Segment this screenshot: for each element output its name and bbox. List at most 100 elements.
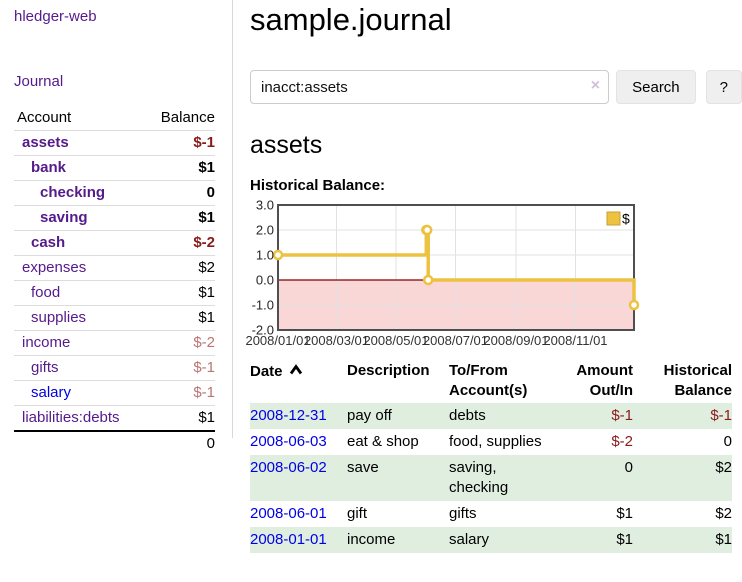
transaction-description: pay off <box>347 407 392 424</box>
svg-text:2.0: 2.0 <box>256 223 274 238</box>
register-row: 2008-01-01 income salary $1 $1 <box>250 527 732 553</box>
transaction-balance: $2 <box>715 505 732 522</box>
svg-text:0.0: 0.0 <box>256 273 274 288</box>
transaction-balance: $2 <box>715 459 732 476</box>
clear-search-icon[interactable]: × <box>590 77 601 94</box>
transaction-amount: 0 <box>624 459 633 476</box>
register-table-header: Date Description To/From Account(s) Amount … <box>250 359 732 403</box>
search-box: × <box>250 70 610 104</box>
sidebar-account-link[interactable]: supplies <box>31 309 87 326</box>
account-row: cash $-2 <box>14 230 215 256</box>
sidebar-item-journal[interactable]: Journal <box>14 73 64 90</box>
svg-text:1.0: 1.0 <box>256 248 274 263</box>
transaction-date-link[interactable]: 2008-06-01 <box>250 505 327 522</box>
account-balance: $2 <box>198 259 215 276</box>
account-row: assets $-1 <box>14 130 215 156</box>
transaction-date-link[interactable]: 2008-12-31 <box>250 407 327 424</box>
sidebar-account-link[interactable]: saving <box>40 209 88 226</box>
transaction-amount: $-1 <box>611 407 633 424</box>
svg-text:3.0: 3.0 <box>256 198 274 213</box>
account-row: salary $-1 <box>14 380 215 406</box>
register-header-2: To/From Account(s) <box>449 362 528 399</box>
account-row: checking 0 <box>14 180 215 206</box>
sidebar-account-link[interactable]: food <box>31 284 61 301</box>
transaction-amount: $1 <box>616 505 633 522</box>
sort-ascending-icon[interactable] <box>289 361 303 381</box>
account-balance: $1 <box>198 309 215 326</box>
svg-text:2008/07/01: 2008/07/01 <box>423 333 488 348</box>
register-row: 2008-06-02 save saving, checking 0 $2 <box>250 455 732 501</box>
account-row: saving $1 <box>14 205 215 231</box>
account-row: liabilities:debts $1 <box>14 405 215 432</box>
transaction-balance: $-1 <box>710 407 732 424</box>
transaction-accounts: saving, checking <box>449 459 509 496</box>
chart-title: Historical Balance: <box>250 177 386 194</box>
historical-balance-chart: $3.0 2.0 1.0 0.0 -1.0 -2.02008/01/012008/03/0… <box>245 198 640 348</box>
accounts-total-value: 0 <box>206 435 215 452</box>
account-balance: $1 <box>198 409 215 426</box>
sidebar-account-link[interactable]: liabilities:debts <box>22 409 120 426</box>
transaction-description: income <box>347 531 396 548</box>
main-content: sample.journal × Search ? assets Histori… <box>245 0 742 553</box>
page-title: sample.journal <box>250 2 452 37</box>
svg-text:2008/05/01: 2008/05/01 <box>363 333 428 348</box>
accounts-header-balance: Balance <box>160 109 215 126</box>
sidebar-account-link[interactable]: bank <box>31 159 67 176</box>
transaction-description: eat & shop <box>347 433 419 450</box>
svg-text:$: $ <box>622 211 630 227</box>
transaction-balance: $1 <box>715 531 732 548</box>
account-balance: $1 <box>198 284 215 301</box>
transaction-date-link[interactable]: 2008-06-02 <box>250 459 327 476</box>
sidebar-account-link[interactable]: cash <box>31 234 66 251</box>
svg-text:2008/11/01: 2008/11/01 <box>543 333 607 348</box>
app-title-link[interactable]: hledger-web <box>14 8 97 25</box>
register-table-body: 2008-12-31 pay off debts $-1 $-1 2008-06-03 ea… <box>250 403 732 553</box>
account-row: supplies $1 <box>14 305 215 331</box>
search-form: × Search ? <box>250 70 742 104</box>
transaction-date-link[interactable]: 2008-01-01 <box>250 531 327 548</box>
transaction-amount: $1 <box>616 531 633 548</box>
register-header-0[interactable]: Date <box>250 359 347 403</box>
transaction-description: gift <box>347 505 368 522</box>
account-row: expenses $2 <box>14 255 215 281</box>
register-row: 2008-06-01 gift gifts $1 $2 <box>250 501 732 527</box>
account-balance: $-2 <box>193 234 215 251</box>
transaction-balance: 0 <box>723 433 732 450</box>
account-balance: $-1 <box>193 359 215 376</box>
register-row: 2008-12-31 pay off debts $-1 $-1 <box>250 403 732 429</box>
account-row: food $1 <box>14 280 215 306</box>
accounts-total-row: 0 <box>14 431 215 456</box>
help-button[interactable]: ? <box>705 70 742 104</box>
sidebar-account-link[interactable]: salary <box>31 384 72 401</box>
svg-text:2008/03/01: 2008/03/01 <box>304 333 369 348</box>
sidebar-account-link[interactable]: assets <box>22 134 69 151</box>
account-row: gifts $-1 <box>14 355 215 381</box>
accounts-table-body: assets $-1 bank $1 checking 0 saving $1 cash $-2 e… <box>14 130 215 457</box>
sidebar-account-link[interactable]: income <box>22 334 71 351</box>
svg-text:-2.0: -2.0 <box>252 323 274 338</box>
transaction-description: save <box>347 459 379 476</box>
svg-text:-1.0: -1.0 <box>252 298 274 313</box>
account-heading: assets <box>250 131 323 159</box>
accounts-table: Account Balance assets $-1 bank $1 checking 0… <box>14 106 215 456</box>
transaction-accounts: salary <box>449 531 490 548</box>
account-row: income $-2 <box>14 330 215 356</box>
transaction-accounts: gifts <box>449 505 477 522</box>
search-input[interactable] <box>250 70 610 104</box>
account-row: bank $1 <box>14 155 215 181</box>
search-button[interactable]: Search <box>616 70 696 104</box>
transaction-date-link[interactable]: 2008-06-03 <box>250 433 327 450</box>
account-balance: $1 <box>198 209 215 226</box>
account-balance: 0 <box>206 184 215 201</box>
account-balance: $1 <box>198 159 215 176</box>
accounts-table-header: Account Balance <box>14 106 215 131</box>
register-header-3: Amount Out/In <box>576 362 633 399</box>
sidebar-account-link[interactable]: expenses <box>22 259 87 276</box>
sidebar-account-link[interactable]: gifts <box>31 359 59 376</box>
register-header-1: Description <box>347 362 430 379</box>
account-balance: $-1 <box>193 384 215 401</box>
transaction-accounts: debts <box>449 407 486 424</box>
transaction-amount: $-2 <box>611 433 633 450</box>
sidebar-account-link[interactable]: checking <box>40 184 106 201</box>
svg-text:2008/01/01: 2008/01/01 <box>245 333 310 348</box>
